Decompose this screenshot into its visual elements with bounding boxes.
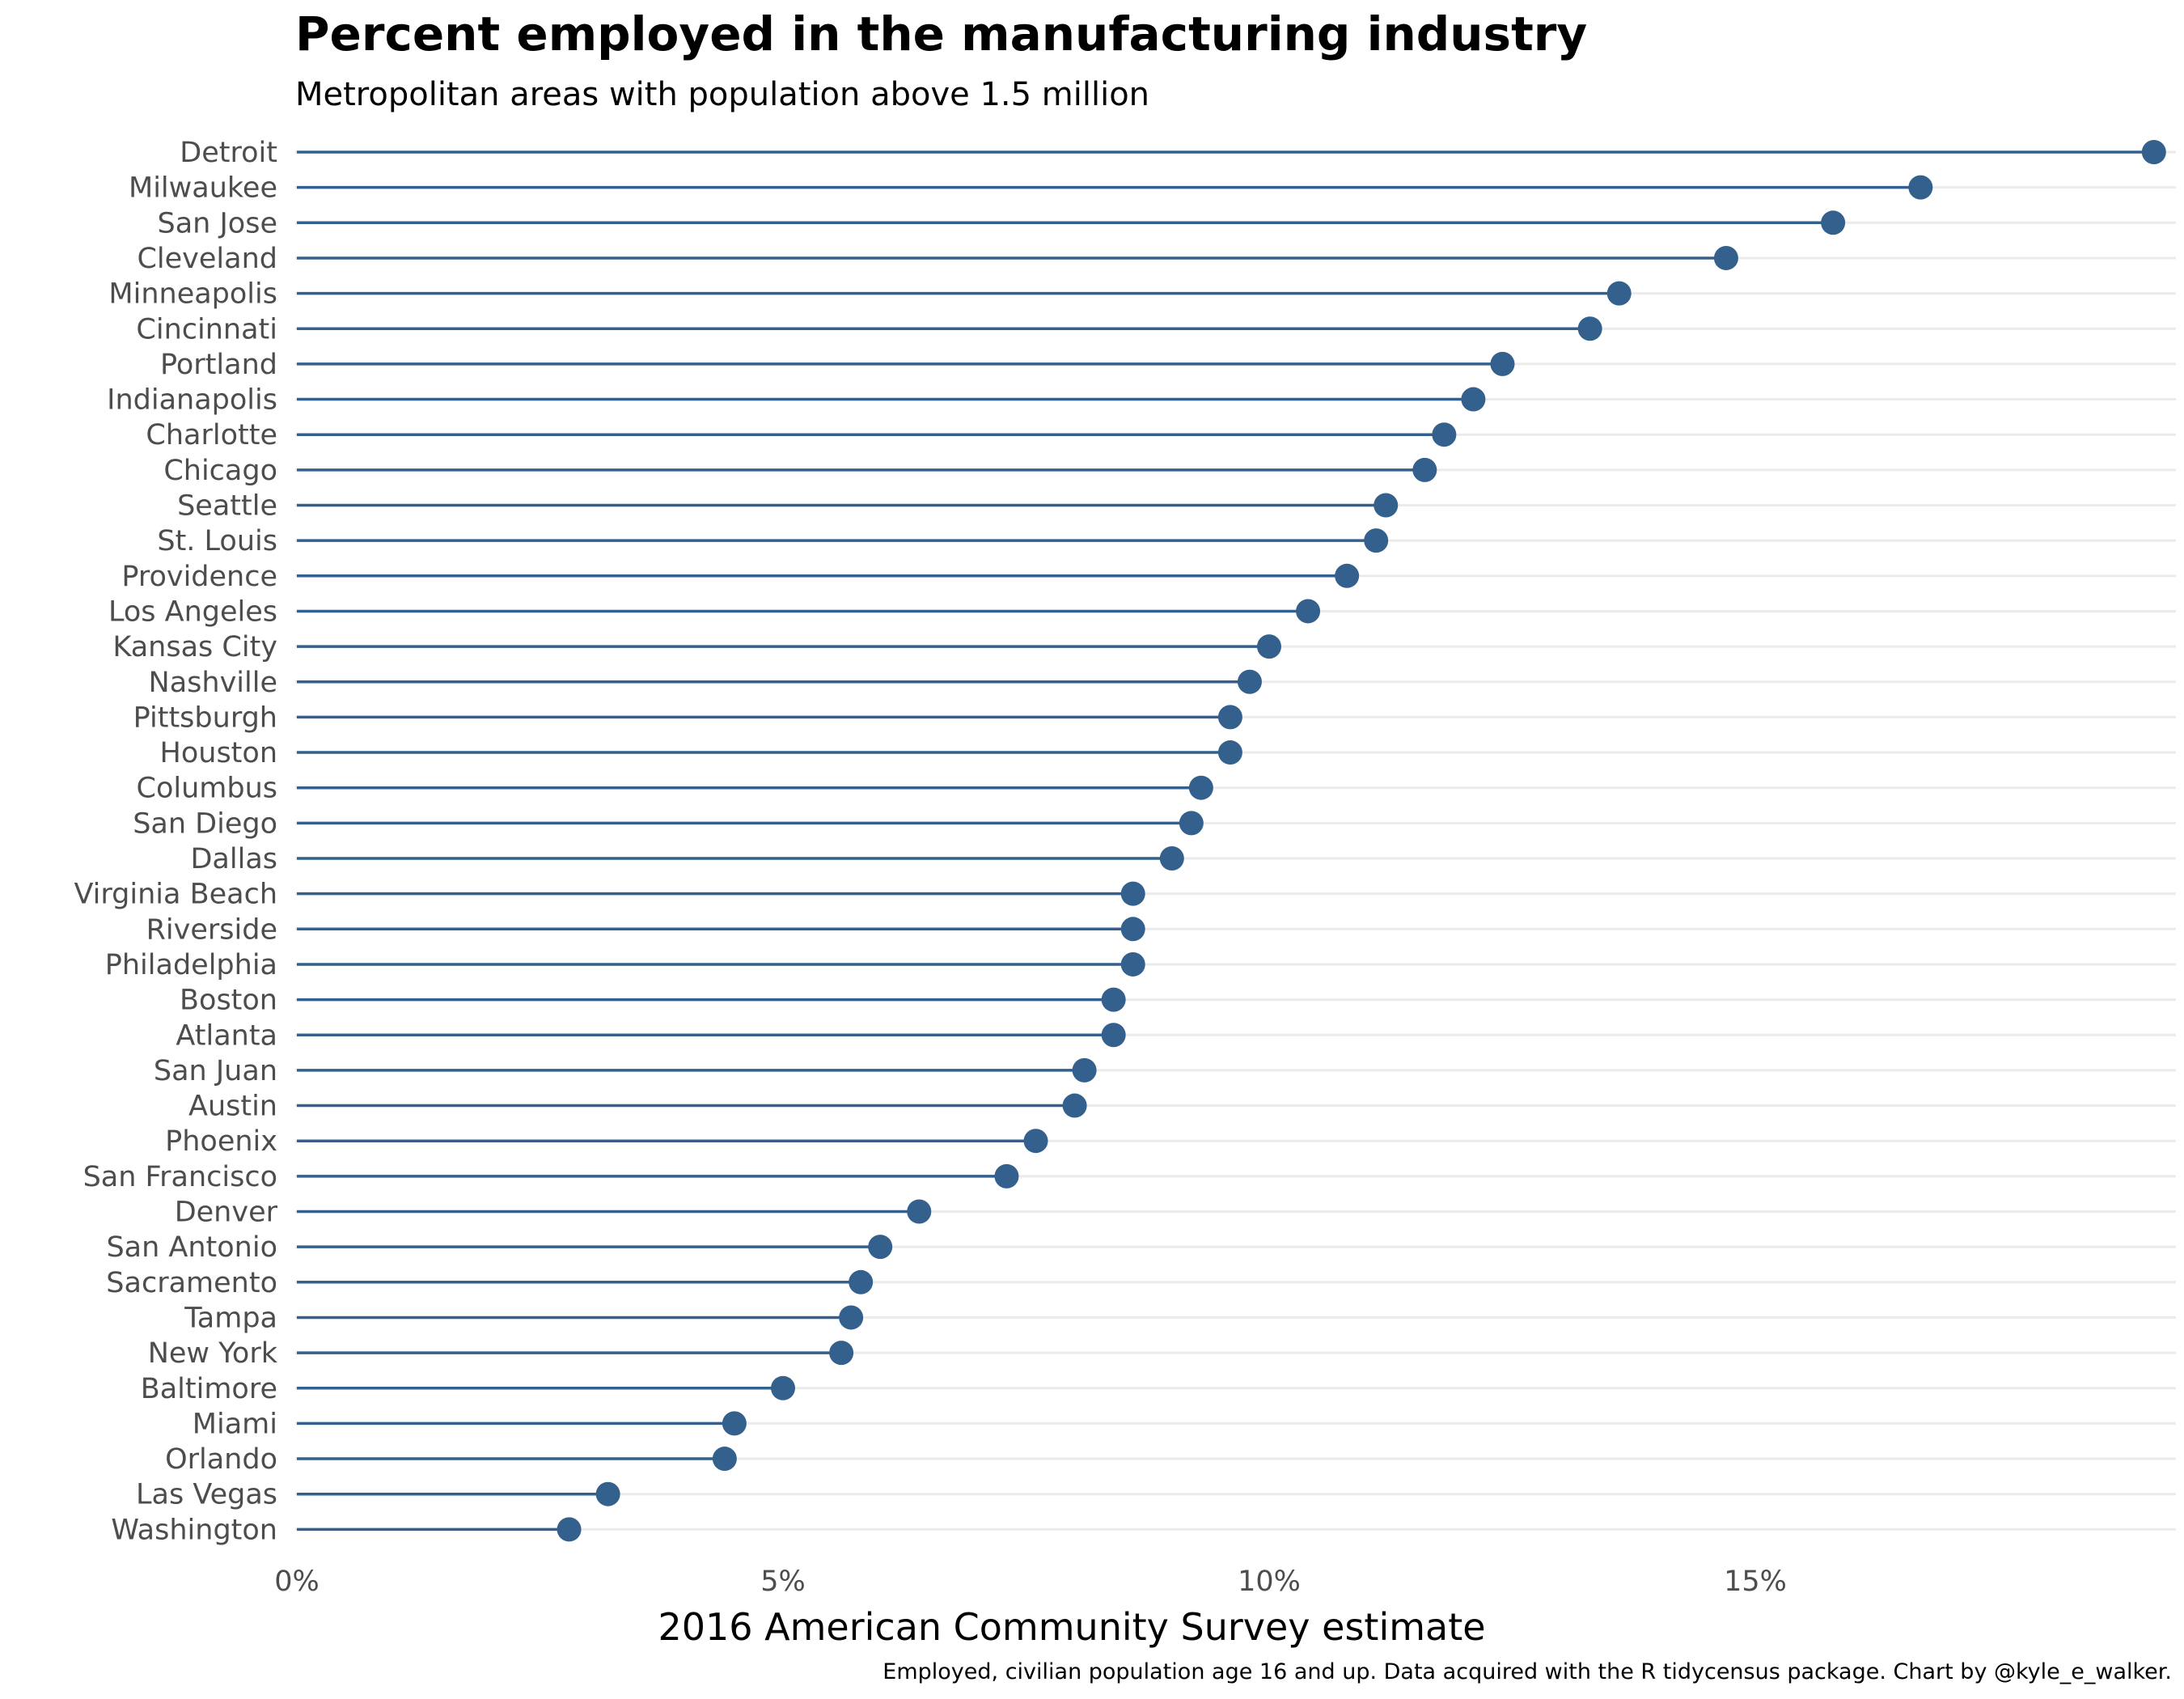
lollipop-dot	[2141, 140, 2166, 164]
lollipop-dot	[1188, 775, 1213, 800]
lollipop-dot	[907, 1199, 932, 1224]
lollipop-dot	[1101, 987, 1126, 1012]
lollipop-dot	[1120, 917, 1145, 942]
lollipop-dot	[1713, 245, 1738, 270]
category-label: Tampa	[184, 1302, 277, 1334]
category-label: Atlanta	[176, 1019, 277, 1052]
x-tick-label: 0%	[274, 1566, 320, 1598]
lollipop-dot	[1179, 811, 1204, 836]
lollipop-dot	[1120, 881, 1145, 906]
lollipop-dot	[1217, 705, 1242, 730]
category-label: Washington	[111, 1514, 277, 1546]
lollipop-dot	[595, 1481, 620, 1506]
lollipop-dot	[1364, 528, 1389, 553]
lollipop-dot	[1159, 846, 1184, 871]
lollipop-dot	[1490, 351, 1515, 376]
category-label: Las Vegas	[136, 1479, 277, 1511]
category-label: Columbus	[137, 773, 278, 805]
category-label: St. Louis	[157, 525, 277, 557]
chart-subtitle: Metropolitan areas with population above…	[295, 76, 1150, 113]
category-label: Miami	[193, 1408, 277, 1440]
lollipop-dot	[839, 1305, 864, 1330]
x-tick-label: 5%	[760, 1566, 806, 1598]
lollipop-dots	[557, 140, 2166, 1542]
lollipop-dot	[1606, 281, 1632, 306]
lollipop-dot	[1237, 669, 1262, 694]
category-label: San Antonio	[106, 1231, 277, 1264]
lollipop-stems	[297, 150, 2154, 1532]
lollipop-dot	[1296, 599, 1321, 624]
category-label: Dallas	[190, 843, 277, 875]
category-label: Milwaukee	[129, 172, 277, 205]
category-label: Los Angeles	[108, 595, 277, 628]
lollipop-dot	[1908, 175, 1933, 200]
lollipop-dot	[712, 1447, 737, 1472]
lollipop-dot	[1577, 316, 1602, 341]
lollipop-dot	[1062, 1093, 1087, 1118]
category-label: New York	[148, 1337, 278, 1370]
category-label: Baltimore	[141, 1373, 277, 1405]
category-label: Detroit	[180, 137, 277, 169]
category-label: Pittsburgh	[133, 701, 277, 734]
x-tick-label: 10%	[1238, 1566, 1301, 1598]
category-label: Kansas City	[112, 631, 277, 663]
chart-caption: Employed, civilian population age 16 and…	[882, 1659, 2172, 1684]
x-axis-label: 2016 American Community Survey estimate	[658, 1605, 1485, 1649]
x-tick-label: 15%	[1724, 1566, 1787, 1598]
lollipop-dot	[557, 1517, 582, 1542]
category-label: San Diego	[133, 807, 277, 840]
category-label: San Jose	[158, 207, 277, 239]
lollipop-dot	[994, 1163, 1019, 1188]
lollipop-dot	[1461, 387, 1486, 412]
category-label: Philadelphia	[105, 949, 277, 981]
category-label: San Juan	[154, 1055, 277, 1087]
category-label: San Francisco	[83, 1161, 277, 1193]
lollipop-dot	[1821, 210, 1846, 235]
lollipop-dot	[1120, 951, 1145, 977]
lollipop-dot	[1101, 1023, 1126, 1048]
category-label: Sacramento	[106, 1267, 277, 1299]
category-label: Indianapolis	[107, 384, 277, 417]
lollipop-dot	[1257, 634, 1281, 659]
category-label: Chicago	[163, 455, 277, 487]
lollipop-dot	[1072, 1057, 1097, 1083]
lollipop-dot	[849, 1269, 874, 1294]
lollipop-dot	[771, 1375, 795, 1400]
category-label: Nashville	[149, 667, 277, 699]
category-label: Boston	[180, 985, 277, 1017]
category-label: Cleveland	[137, 243, 277, 275]
category-label: Portland	[160, 349, 277, 381]
category-label: Minneapolis	[108, 278, 277, 311]
category-label: Riverside	[146, 913, 277, 946]
category-label: Houston	[160, 737, 277, 769]
lollipop-dot	[1412, 457, 1437, 482]
lollipop-dot	[1023, 1129, 1048, 1154]
category-label: Austin	[188, 1091, 277, 1123]
lollipop-dot	[1373, 493, 1399, 518]
grid-lines	[295, 150, 2176, 1531]
x-tick-labels: 0% 5% 10% 15%	[274, 1566, 1787, 1598]
category-label: Denver	[175, 1197, 278, 1229]
chart-title: Percent employed in the manufacturing in…	[295, 6, 1588, 61]
category-label: Virginia Beach	[74, 879, 277, 911]
lollipop-dot	[868, 1235, 893, 1260]
lollipop-dot	[1335, 563, 1360, 588]
lollipop-dot	[1217, 740, 1242, 765]
lollipop-dot	[1432, 422, 1457, 447]
category-label: Seattle	[177, 490, 277, 523]
category-label: Charlotte	[146, 419, 277, 451]
lollipop-dot	[829, 1341, 854, 1366]
lollipop-dot	[722, 1411, 747, 1436]
category-label: Cincinnati	[136, 313, 277, 345]
category-label: Phoenix	[165, 1125, 277, 1158]
category-label: Providence	[121, 561, 277, 593]
category-label: Orlando	[165, 1443, 277, 1476]
